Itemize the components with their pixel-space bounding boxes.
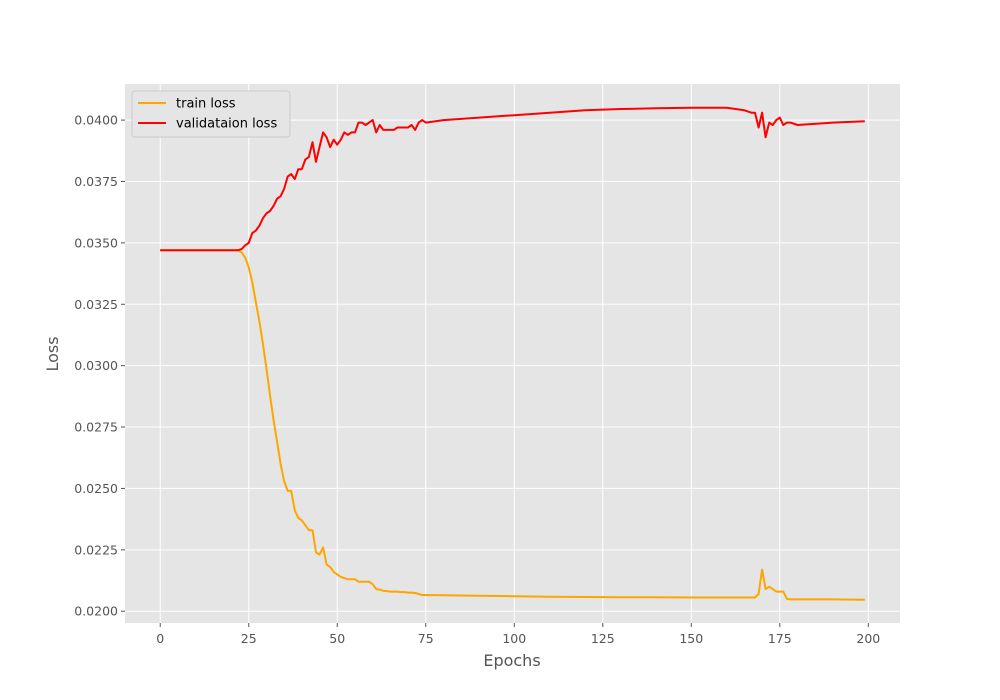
y-tick-label: 0.0400 xyxy=(74,113,118,128)
x-tick-label: 200 xyxy=(856,631,880,646)
y-tick-label: 0.0275 xyxy=(74,420,118,435)
y-tick-label: 0.0225 xyxy=(74,542,118,557)
y-tick-label: 0.0200 xyxy=(74,604,118,619)
legend: train loss validataion loss xyxy=(131,90,291,138)
x-tick-label: 0 xyxy=(156,631,164,646)
series-line-train-loss xyxy=(160,249,865,601)
y-tick-label: 0.0325 xyxy=(74,297,118,312)
y-tick-label: 0.0350 xyxy=(74,235,118,250)
y-tick-label: 0.0300 xyxy=(74,358,118,373)
plot-area xyxy=(125,84,900,623)
x-tick-label: 100 xyxy=(502,631,526,646)
legend-box xyxy=(131,90,291,138)
x-axis-label: Epochs xyxy=(483,651,540,670)
x-tick-label: 75 xyxy=(418,631,434,646)
grid-lines xyxy=(125,84,900,623)
series-line-validataion-loss xyxy=(160,106,865,252)
legend-label-validation-loss: validataion loss xyxy=(176,117,277,132)
y-tick-label: 0.0250 xyxy=(74,481,118,496)
x-tick-label: 50 xyxy=(329,631,345,646)
x-tick-label: 150 xyxy=(679,631,703,646)
x-tick-label: 175 xyxy=(768,631,792,646)
y-axis-label: Loss xyxy=(43,336,62,371)
series-lines xyxy=(160,106,865,601)
x-tick-label: 25 xyxy=(241,631,257,646)
legend-label-train-loss: train loss xyxy=(176,97,236,112)
y-tick-label: 0.0375 xyxy=(74,174,118,189)
x-tick-label: 125 xyxy=(591,631,615,646)
y-axis-ticks: 0.0200 0.0225 0.0250 0.0275 0.0300 0.0325 0.03… xyxy=(74,113,125,619)
x-axis-ticks: 0 25 50 75 100 125 150 175 200 xyxy=(156,623,880,646)
